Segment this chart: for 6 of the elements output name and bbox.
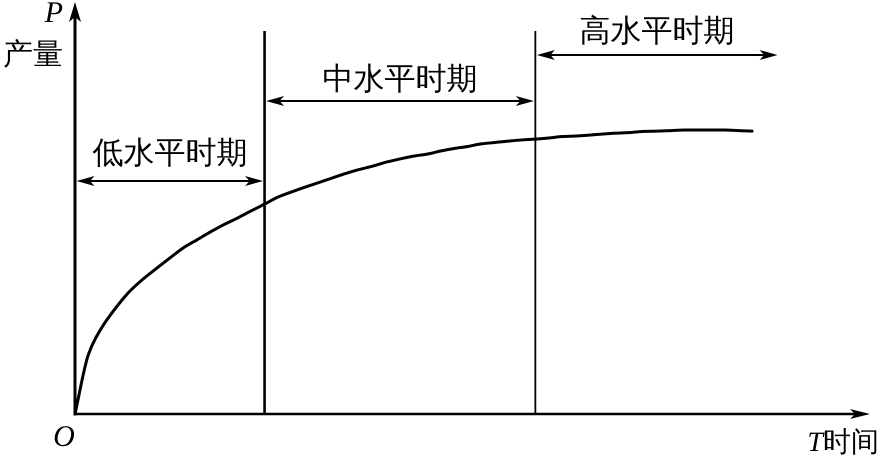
xlabel: T时间 xyxy=(807,427,879,458)
ylabel: P 产量 xyxy=(3,0,63,71)
annotation: 低水平时期 xyxy=(92,135,248,170)
annotation: O xyxy=(53,420,75,453)
annotation: 高水平时期 xyxy=(580,13,735,48)
annotation: 中水平时期 xyxy=(322,61,478,96)
